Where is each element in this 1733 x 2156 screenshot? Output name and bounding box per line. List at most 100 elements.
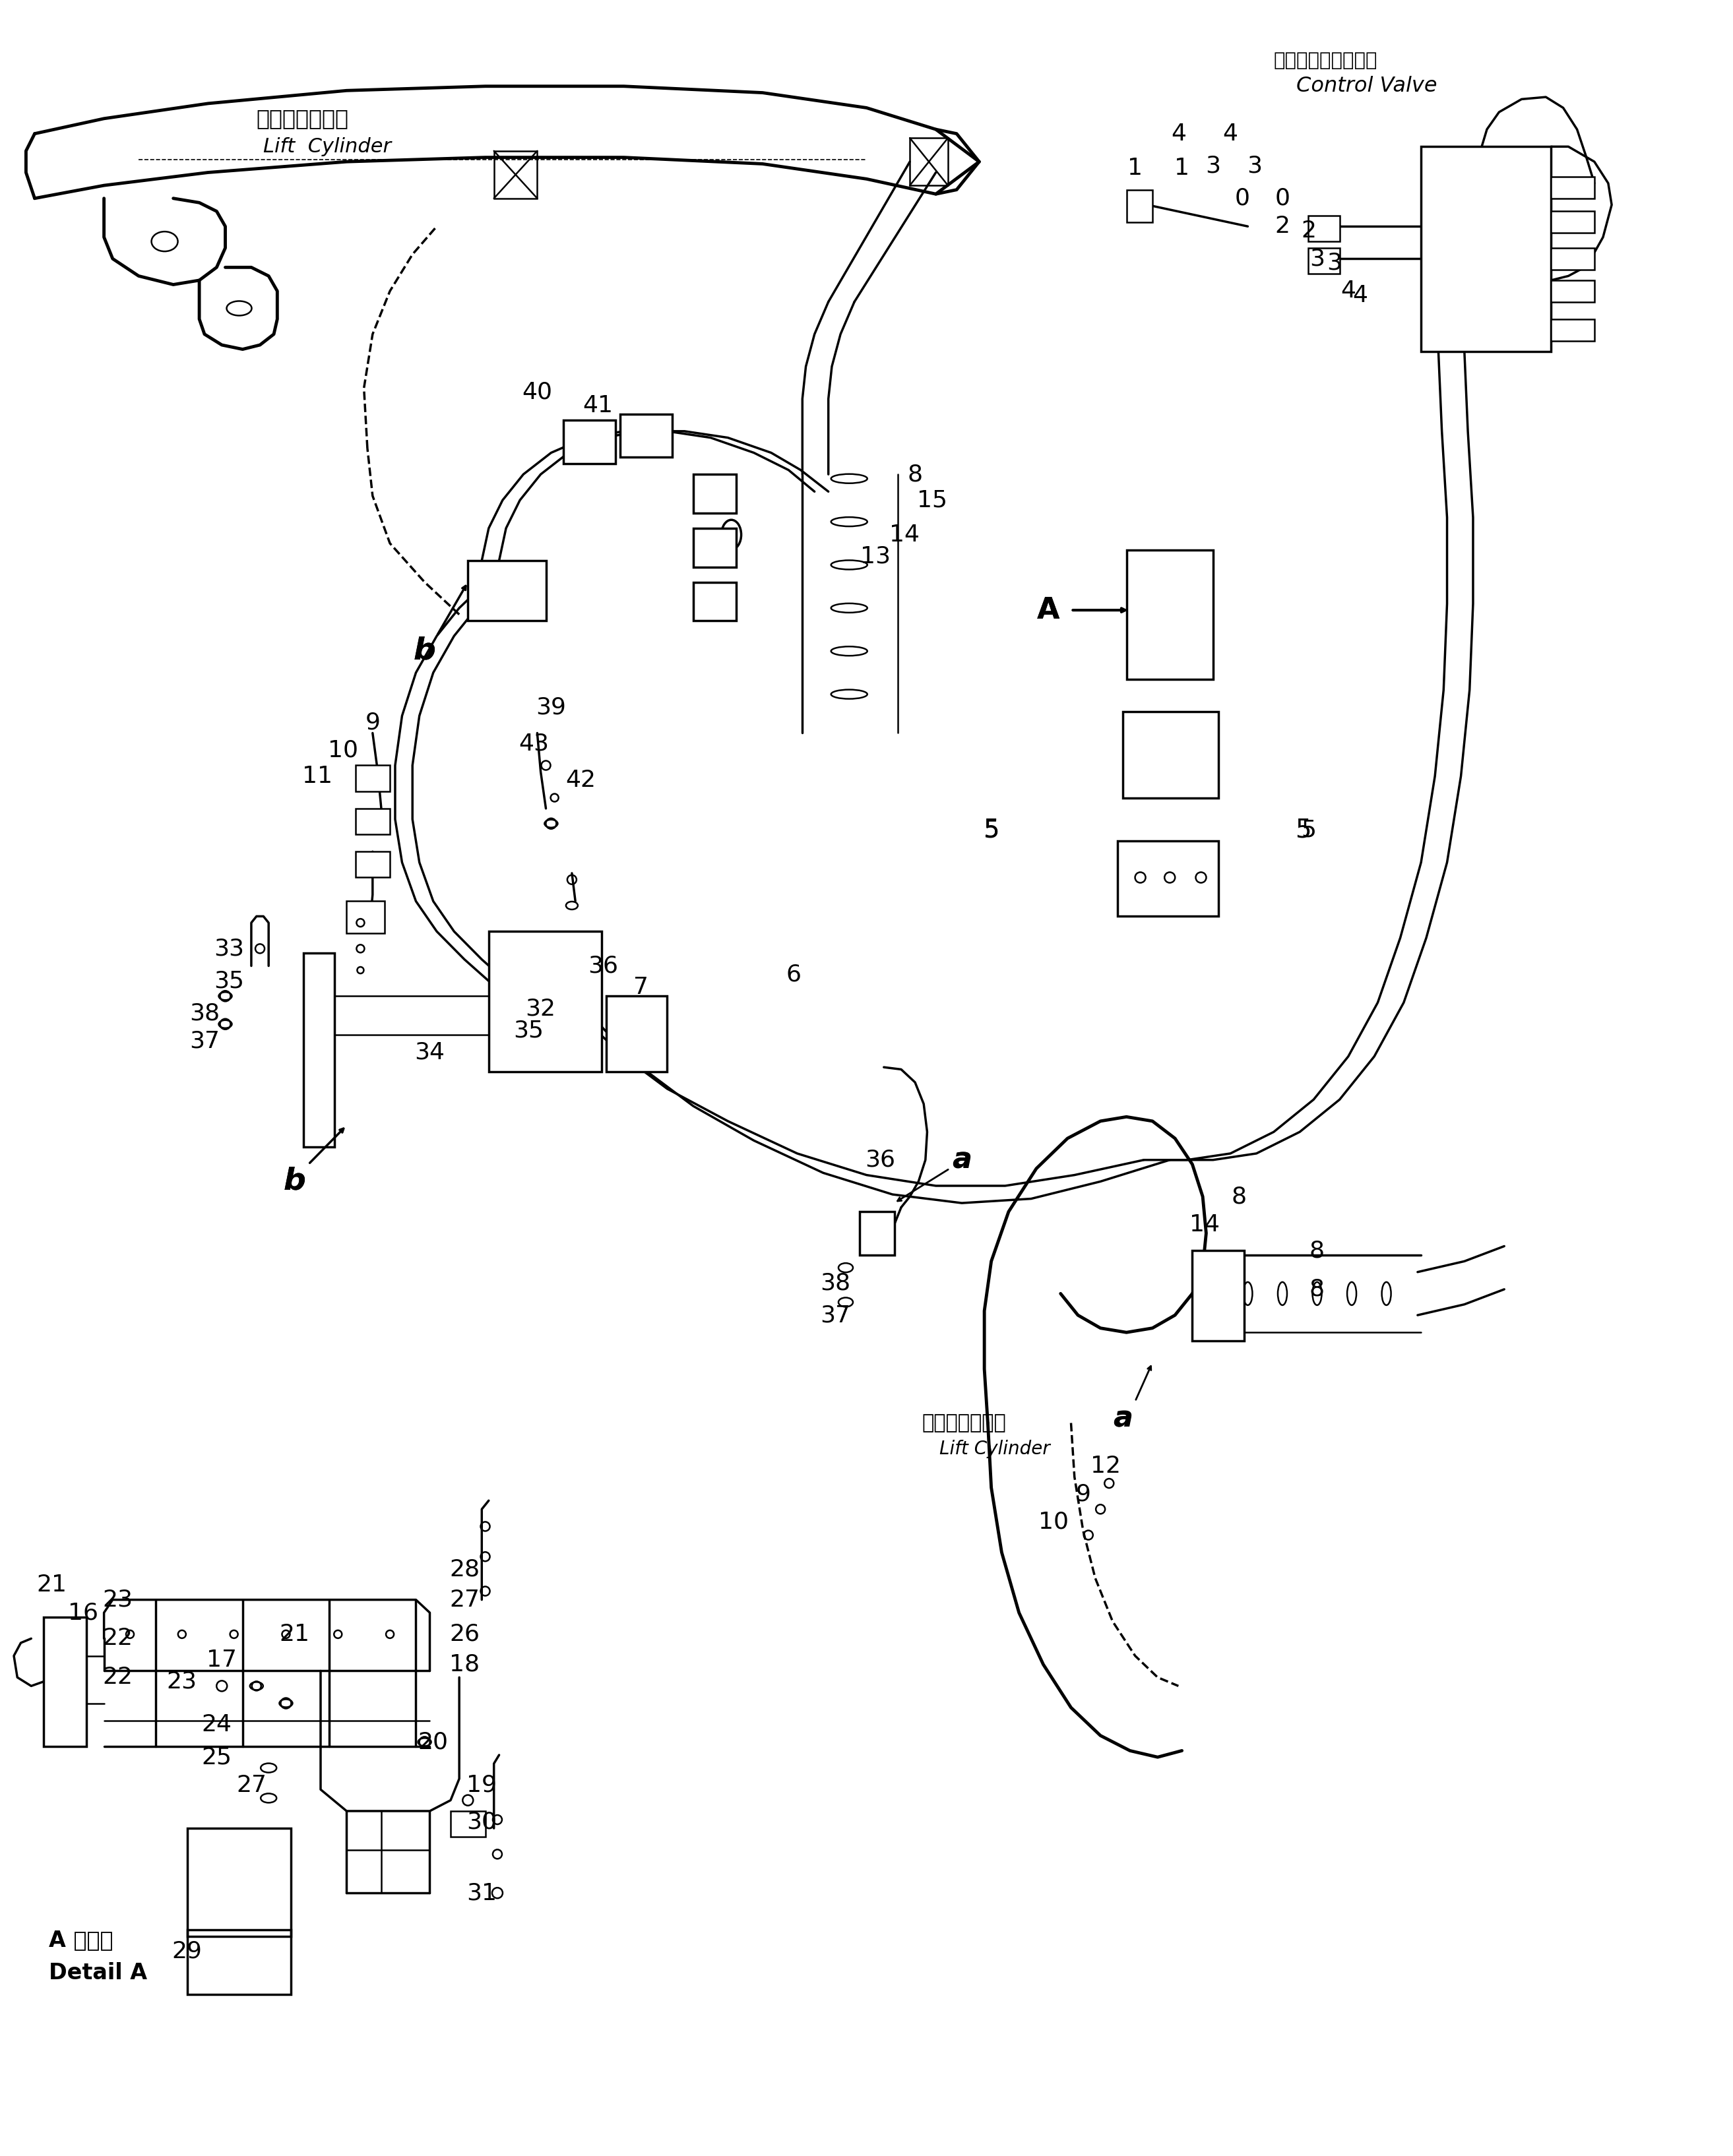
Text: 34: 34 bbox=[414, 1041, 445, 1063]
Text: 3: 3 bbox=[1327, 252, 1341, 274]
Text: b: b bbox=[284, 1166, 305, 1197]
Bar bbox=[1308, 248, 1340, 274]
Bar bbox=[347, 901, 385, 934]
Text: 1: 1 bbox=[1175, 157, 1189, 179]
Bar bbox=[1551, 211, 1594, 233]
Bar bbox=[1551, 319, 1594, 341]
Bar bbox=[1192, 1250, 1244, 1341]
Bar bbox=[693, 528, 737, 567]
Text: 21: 21 bbox=[36, 1574, 68, 1595]
Text: 19: 19 bbox=[466, 1774, 497, 1796]
Text: 6: 6 bbox=[787, 964, 801, 985]
Text: 10: 10 bbox=[1038, 1511, 1069, 1533]
Text: 8: 8 bbox=[908, 464, 922, 485]
Bar bbox=[1308, 216, 1340, 241]
Text: 33: 33 bbox=[213, 938, 244, 959]
Bar bbox=[43, 1617, 87, 1746]
Bar bbox=[563, 420, 615, 464]
Text: 35: 35 bbox=[513, 1020, 544, 1041]
Text: 21: 21 bbox=[279, 1623, 310, 1645]
Bar bbox=[620, 414, 672, 457]
Text: 27: 27 bbox=[236, 1774, 267, 1796]
Text: 20: 20 bbox=[418, 1731, 449, 1753]
Text: A 詳細図: A 詳細図 bbox=[49, 1930, 113, 1951]
Text: コントロールバルブ: コントロールバルブ bbox=[1274, 52, 1378, 69]
Text: 18: 18 bbox=[449, 1654, 480, 1675]
Text: 9: 9 bbox=[1076, 1483, 1090, 1505]
Text: 16: 16 bbox=[68, 1602, 99, 1623]
Text: 11: 11 bbox=[302, 765, 333, 787]
Text: Lift  Cylinder: Lift Cylinder bbox=[263, 138, 392, 155]
Text: 32: 32 bbox=[525, 998, 556, 1020]
Text: 30: 30 bbox=[466, 1811, 497, 1833]
Text: 37: 37 bbox=[820, 1304, 851, 1326]
Bar bbox=[187, 1828, 291, 1936]
Bar bbox=[1551, 248, 1594, 270]
Text: 43: 43 bbox=[518, 733, 549, 755]
Bar bbox=[489, 931, 601, 1072]
Text: Control Valve: Control Valve bbox=[1296, 75, 1437, 97]
Bar bbox=[1126, 190, 1152, 222]
Text: 4: 4 bbox=[1172, 123, 1185, 144]
Text: 8: 8 bbox=[1232, 1186, 1246, 1207]
Text: 15: 15 bbox=[917, 489, 948, 511]
Text: 0: 0 bbox=[1236, 188, 1249, 209]
Text: 14: 14 bbox=[1189, 1214, 1220, 1235]
Text: 2: 2 bbox=[1275, 216, 1289, 237]
Text: 0: 0 bbox=[1275, 188, 1289, 209]
Text: 3: 3 bbox=[1248, 155, 1262, 177]
Text: 23: 23 bbox=[166, 1671, 198, 1692]
Text: 4: 4 bbox=[1341, 280, 1355, 302]
Bar bbox=[494, 151, 537, 198]
Text: a: a bbox=[1114, 1406, 1132, 1432]
Text: 7: 7 bbox=[634, 977, 648, 998]
Text: 14: 14 bbox=[889, 524, 920, 545]
Text: 8: 8 bbox=[1310, 1279, 1324, 1300]
Text: 22: 22 bbox=[102, 1667, 133, 1688]
Text: 4: 4 bbox=[1353, 285, 1367, 306]
Bar bbox=[355, 765, 390, 791]
Text: 13: 13 bbox=[860, 545, 891, 567]
Bar bbox=[451, 1811, 485, 1837]
Bar bbox=[693, 582, 737, 621]
Bar bbox=[355, 808, 390, 834]
Text: 23: 23 bbox=[102, 1589, 133, 1611]
Text: 39: 39 bbox=[535, 696, 567, 718]
Text: 5: 5 bbox=[1301, 819, 1315, 841]
Text: 38: 38 bbox=[189, 1003, 220, 1024]
Text: 36: 36 bbox=[865, 1149, 896, 1171]
Bar bbox=[468, 561, 546, 621]
Text: 29: 29 bbox=[172, 1940, 203, 1962]
Text: 37: 37 bbox=[189, 1031, 220, 1052]
Text: A: A bbox=[1036, 595, 1061, 625]
Text: 3: 3 bbox=[1206, 155, 1220, 177]
Text: 38: 38 bbox=[820, 1272, 851, 1294]
Text: 9: 9 bbox=[366, 711, 380, 733]
Bar bbox=[303, 953, 334, 1147]
Bar bbox=[860, 1212, 894, 1255]
Text: 26: 26 bbox=[449, 1623, 480, 1645]
Bar bbox=[607, 996, 667, 1072]
Bar bbox=[1551, 280, 1594, 302]
Text: 35: 35 bbox=[213, 970, 244, 992]
Text: 5: 5 bbox=[1295, 817, 1312, 843]
Text: 1: 1 bbox=[1128, 157, 1142, 179]
Text: 3: 3 bbox=[1310, 248, 1324, 270]
Text: Lift Cylinder: Lift Cylinder bbox=[939, 1440, 1050, 1457]
Bar bbox=[355, 852, 390, 877]
Text: 36: 36 bbox=[587, 955, 619, 977]
Text: リフトシリンダ: リフトシリンダ bbox=[256, 108, 348, 129]
Bar bbox=[1123, 711, 1218, 798]
Bar bbox=[1118, 841, 1218, 916]
Bar bbox=[1421, 147, 1551, 351]
Text: b: b bbox=[414, 636, 435, 666]
Text: b: b bbox=[284, 1166, 305, 1197]
Text: 25: 25 bbox=[201, 1746, 232, 1768]
Text: 40: 40 bbox=[522, 382, 553, 403]
Text: 5: 5 bbox=[984, 819, 998, 841]
Text: 22: 22 bbox=[102, 1628, 133, 1649]
Text: a: a bbox=[1113, 1404, 1133, 1434]
Text: a: a bbox=[953, 1147, 970, 1173]
Text: 24: 24 bbox=[201, 1714, 232, 1736]
Text: 41: 41 bbox=[582, 395, 613, 416]
